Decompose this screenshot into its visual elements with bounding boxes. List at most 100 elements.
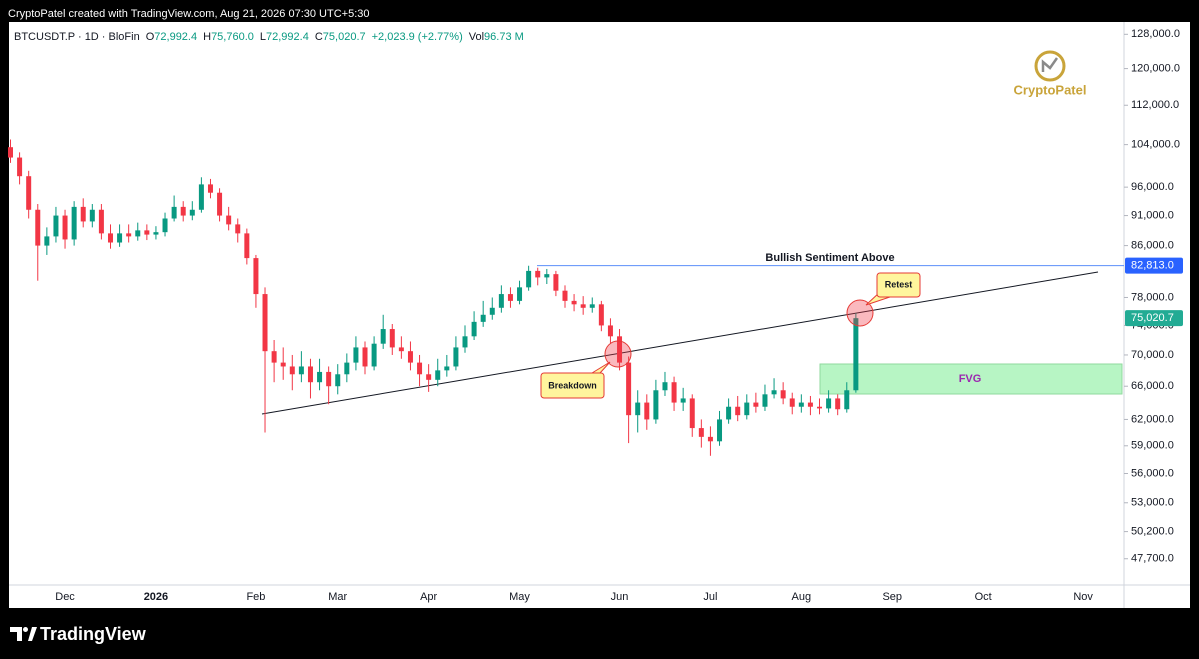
candle-body	[198, 184, 204, 210]
breakdown-label: Breakdown	[548, 380, 597, 390]
y-tick-label: 120,000.0	[1131, 63, 1180, 75]
x-tick-label: Jun	[611, 591, 629, 603]
candle-body	[344, 362, 350, 375]
candle-body	[498, 294, 504, 308]
candle-body	[707, 436, 713, 442]
candle-body	[35, 209, 41, 246]
candle-body	[826, 398, 832, 409]
candle-body	[117, 233, 123, 243]
candle-body	[662, 382, 668, 391]
candle-body	[8, 147, 13, 158]
x-tick-label: Oct	[975, 591, 992, 603]
candle-body	[680, 398, 686, 403]
fvg-label: FVG	[959, 373, 982, 385]
price-tag	[1125, 257, 1183, 274]
candle-body	[207, 184, 213, 193]
candle-body	[635, 402, 641, 416]
y-tick-label: 47,700.0	[1131, 553, 1174, 565]
candle-body	[107, 233, 113, 243]
legend-change: +2,023.9 (+2.77%)	[371, 31, 463, 43]
retest-circle	[846, 299, 874, 327]
y-tick-label: 70,000.0	[1131, 349, 1174, 361]
watermark-ring	[1034, 50, 1066, 82]
candle-body	[480, 314, 486, 322]
candle-body	[307, 366, 313, 383]
footer-brand: TradingView	[40, 624, 147, 644]
candle-body	[417, 362, 423, 375]
legend-value: 72,992.4	[154, 31, 198, 43]
legend-value: 75,760.0	[211, 31, 254, 43]
watermark: CryptoPatel	[1014, 50, 1087, 97]
candle-body	[317, 371, 323, 383]
candle-body	[844, 390, 850, 410]
legend-value: 72,992.4	[266, 31, 309, 43]
candle-body	[162, 218, 168, 233]
legend: BTCUSDT.P · 1D · BloFin O72,992.4 H75,760.…	[14, 31, 524, 43]
candle-body	[298, 366, 304, 375]
x-tick-label: Sep	[882, 591, 902, 603]
candle-body	[217, 192, 223, 216]
candle-body	[835, 398, 841, 410]
y-tick-label: 53,000.0	[1131, 497, 1174, 509]
logo-part	[23, 627, 28, 632]
candle-body	[789, 398, 795, 407]
candle-body	[44, 236, 50, 246]
candle-body	[444, 366, 450, 371]
candle-body	[407, 351, 413, 363]
candle-body	[517, 287, 523, 301]
candle-body	[126, 233, 132, 237]
candle-body	[653, 390, 659, 420]
candle-body	[626, 362, 632, 416]
candle-body	[535, 270, 541, 278]
candle-body	[171, 206, 177, 219]
watermark-text: CryptoPatel	[1014, 82, 1087, 97]
candle-body	[244, 233, 250, 259]
candle-body	[462, 336, 468, 348]
x-tick-label: Nov	[1073, 591, 1093, 603]
candle-body	[189, 209, 195, 216]
candle-body	[26, 176, 32, 210]
x-tick-label: Aug	[792, 591, 812, 603]
price-tag	[1125, 310, 1183, 327]
candle-body	[526, 270, 532, 288]
candle-body	[735, 406, 741, 416]
y-tick-label: 56,000.0	[1131, 467, 1174, 479]
watermark-arrow	[1041, 57, 1059, 72]
candle-body	[544, 274, 550, 278]
y-tick-label: 112,000.0	[1131, 99, 1179, 111]
credit: CryptoPatel created with TradingView.com…	[8, 8, 370, 20]
candle-body	[807, 402, 813, 407]
y-tick-label: 96,000.0	[1131, 181, 1174, 193]
candle-body	[135, 230, 141, 237]
candle-body	[471, 321, 477, 337]
legend-symbol: BTCUSDT.P · 1D · BloFin	[14, 31, 140, 43]
candle-body	[571, 300, 577, 305]
candle-body	[280, 362, 286, 367]
candle-body	[180, 206, 186, 216]
retest-box	[876, 272, 921, 298]
candle-body	[17, 157, 23, 177]
candle-body	[853, 318, 859, 391]
candle-body	[689, 398, 695, 429]
logo-part	[10, 627, 22, 641]
candle-body	[507, 294, 513, 301]
legend-key: L	[259, 31, 267, 43]
x-tick-label: Mar	[328, 591, 347, 603]
y-tick-label: 104,000.0	[1131, 139, 1180, 151]
x-tick-label: Jul	[703, 591, 717, 603]
x-tick-label: Apr	[420, 591, 437, 603]
y-tick-label: 59,000.0	[1131, 440, 1174, 452]
candle-body	[780, 390, 786, 399]
y-tick-label: 66,000.0	[1131, 380, 1174, 392]
candle-body	[617, 336, 623, 363]
candle-body	[717, 419, 723, 442]
candle-body	[89, 209, 95, 222]
candle-body	[53, 215, 59, 237]
legend-key: Vol	[468, 31, 485, 43]
footer-logo	[10, 627, 37, 641]
y-tick-label: 128,000.0	[1131, 28, 1180, 40]
candle-body	[144, 230, 150, 235]
price-tag-label: 82,813.0	[1131, 260, 1174, 272]
candle-body	[362, 347, 368, 367]
